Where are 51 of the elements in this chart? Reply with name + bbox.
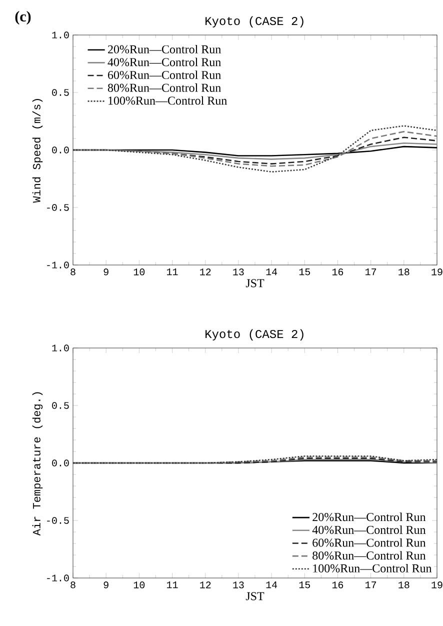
legend-label: 100%Run—Control Run (313, 564, 432, 572)
chart-title: Kyoto (CASE 2) (206, 16, 304, 28)
x-tick-label: 9 (104, 268, 108, 276)
x-tick-label: 12 (200, 582, 211, 588)
y-tick-label: -0.5 (47, 204, 69, 211)
x-tick-label: 16 (332, 582, 344, 588)
chart-title: Kyoto (CASE 2) (206, 329, 304, 340)
x-tick-label: 17 (366, 582, 376, 588)
y-tick-label: 0.0 (52, 146, 69, 154)
x-tick-label: 14 (266, 582, 278, 588)
y-tick-label: 1.0 (52, 344, 69, 352)
x-tick-label: 10 (134, 268, 145, 276)
x-tick-label: 12 (200, 268, 211, 276)
y-tick-label: 0.5 (52, 402, 69, 409)
legend-label: 40%Run—Control Run (312, 525, 426, 534)
x-tick-label: 14 (266, 268, 278, 276)
x-tick-label: 10 (134, 582, 145, 588)
y-tick-label: 1.0 (52, 32, 69, 38)
x-tick-label: 16 (332, 268, 344, 276)
y-tick-label: -1.0 (47, 262, 69, 268)
x-tick-label: 17 (366, 268, 376, 276)
y-tick-label: 0.0 (52, 460, 69, 466)
y-axis-title: Wind Speed (m/s) (32, 99, 43, 203)
x-axis-title: JST (246, 279, 264, 288)
legend-label: 40%Run—Control Run (108, 58, 221, 66)
text: (c) (15, 10, 31, 25)
y-tick-label: 0.5 (52, 89, 69, 96)
legend-label: 20%Run—Control Run (312, 512, 426, 522)
legend-label: 80%Run—Control Run (312, 551, 426, 560)
x-tick-label: 15 (299, 268, 310, 276)
x-tick-label: 19 (432, 582, 442, 588)
legend-label: 60%Run—Control Run (312, 538, 426, 547)
x-tick-label: 18 (398, 582, 410, 588)
y-axis-title: Air Temperature (deg.) (32, 392, 43, 536)
legend-label: 60%Run—Control Run (108, 70, 221, 80)
x-tick-label: 9 (104, 582, 108, 588)
x-tick-label: 11 (166, 582, 178, 588)
x-tick-label: 8 (70, 268, 76, 276)
x-tick-label: 19 (432, 268, 442, 276)
x-tick-label: 8 (70, 582, 76, 588)
x-tick-label: 13 (233, 582, 244, 588)
x-tick-label: 18 (398, 268, 410, 276)
x-tick-label: 13 (233, 268, 244, 276)
y-tick-label: -1.0 (47, 574, 69, 582)
x-axis-title: JST (246, 592, 264, 600)
x-tick-label: 11 (166, 268, 178, 276)
x-tick-label: 15 (299, 582, 310, 588)
legend-label: 100%Run—Control Run (108, 96, 227, 105)
legend-label: 80%Run—Control Run (108, 83, 221, 92)
legend-label: 20%Run—Control Run (108, 44, 221, 54)
y-tick-label: -0.5 (47, 517, 69, 524)
